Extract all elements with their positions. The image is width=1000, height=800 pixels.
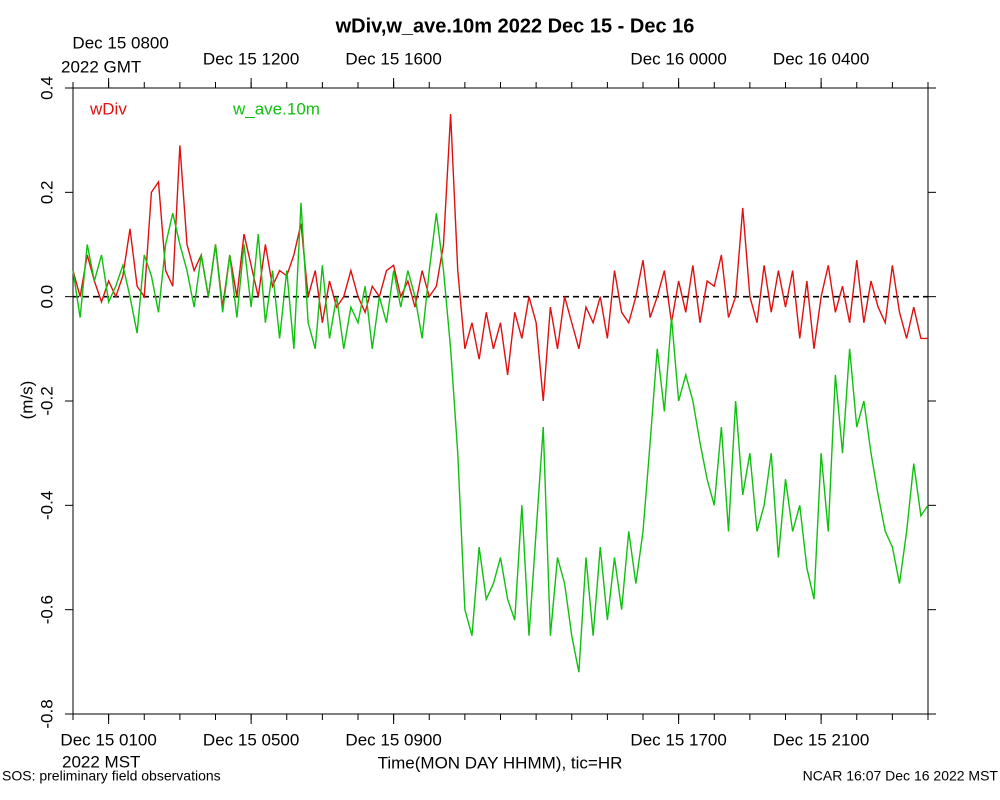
x2-axis-note: 2022 GMT (61, 57, 141, 76)
x2-tick-label: Dec 16 0400 (773, 49, 869, 68)
x-tick-label: Dec 15 2100 (773, 730, 869, 749)
x-axis-label: Time(MON DAY HHMM), tic=HR (378, 753, 623, 772)
y-tick-label: 0.2 (37, 181, 56, 205)
y-tick-label: -0.4 (37, 491, 56, 520)
chart-title: wDiv,w_ave.10m 2022 Dec 15 - Dec 16 (335, 15, 695, 37)
x2-tick-label: Dec 15 1200 (203, 49, 299, 68)
x-tick-label: Dec 15 0900 (345, 730, 441, 749)
x-tick-label: Dec 15 0100 (60, 730, 156, 749)
series-line (72, 202, 929, 673)
x2-tick-label: Dec 15 1600 (345, 49, 441, 68)
x2-tick-label: Dec 15 0800 (72, 33, 168, 52)
footer-left: SOS: preliminary field observations (2, 768, 221, 784)
y-axis-label: (m/s) (17, 381, 36, 420)
x-axis-note: 2022 MST (62, 752, 140, 771)
y-tick-label: 0.4 (37, 76, 56, 100)
legend-label: wDiv (89, 99, 127, 118)
y-tick-label: 0.0 (37, 285, 56, 309)
legend-label: w_ave.10m (232, 99, 320, 118)
x-tick-label: Dec 15 0500 (203, 730, 299, 749)
footer-right: NCAR 16:07 Dec 16 2022 MST (803, 768, 999, 784)
x-tick-label: Dec 15 1700 (630, 730, 726, 749)
y-tick-label: -0.8 (37, 699, 56, 728)
x2-tick-label: Dec 16 0000 (630, 49, 726, 68)
plot-frame (72, 87, 929, 715)
y-tick-label: -0.2 (37, 386, 56, 415)
y-tick-label: -0.6 (37, 595, 56, 624)
